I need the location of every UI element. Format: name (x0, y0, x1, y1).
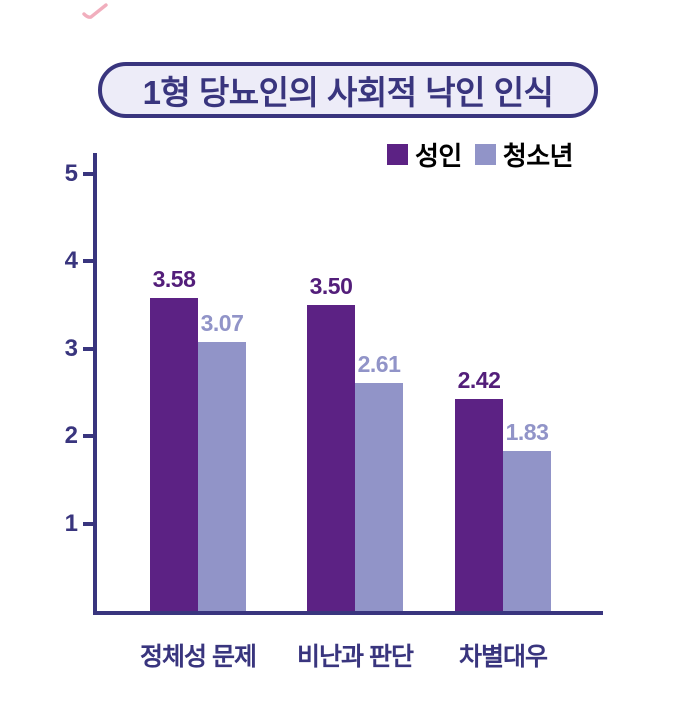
value-label: 3.07 (200, 310, 244, 336)
category-label: 차별대우 (458, 643, 548, 671)
adult-bar-2 (307, 305, 355, 611)
legend-item-youth: 청소년 (474, 136, 574, 173)
chart-title: 1형 당뇨인의 사회적 낙인 인식 (142, 74, 554, 111)
y-tick (83, 259, 93, 263)
value-label: 1.83 (505, 419, 549, 445)
youth-bar-1 (198, 342, 246, 611)
y-tick-label: 4 (64, 247, 78, 274)
youth-bar-3 (503, 451, 551, 611)
x-axis (93, 611, 603, 615)
category-label: 정체성 문제 (140, 643, 257, 671)
y-tick-label: 1 (64, 509, 78, 537)
adult-bar-1 (150, 298, 198, 611)
adult-bar-3 (455, 399, 503, 611)
youth-swatch-icon (474, 144, 496, 165)
legend-label-youth: 청소년 (502, 141, 574, 171)
y-tick (83, 171, 93, 176)
pink-scribble-check-icon (82, 3, 108, 19)
category-label: 비난과 판단 (297, 643, 414, 671)
legend-label-adult: 성인 (415, 141, 462, 171)
y-tick (83, 434, 93, 438)
y-tick-label: 3 (64, 334, 78, 362)
youth-bar-2 (355, 383, 403, 611)
y-tick-label: 2 (64, 422, 78, 449)
chart-title-pill: 1형 당뇨인의 사회적 낙인 인식 (98, 62, 598, 118)
value-label: 2.42 (457, 367, 501, 393)
y-tick (83, 346, 93, 351)
value-label: 3.58 (152, 266, 196, 292)
value-label: 2.61 (357, 351, 401, 377)
legend: 성인 청소년 (387, 136, 574, 173)
adult-swatch-icon (387, 144, 408, 165)
legend-item-adult: 성인 (387, 136, 462, 173)
y-axis (93, 153, 97, 615)
y-tick-label: 5 (64, 159, 78, 187)
y-tick (83, 521, 93, 526)
value-label: 3.50 (309, 273, 353, 299)
